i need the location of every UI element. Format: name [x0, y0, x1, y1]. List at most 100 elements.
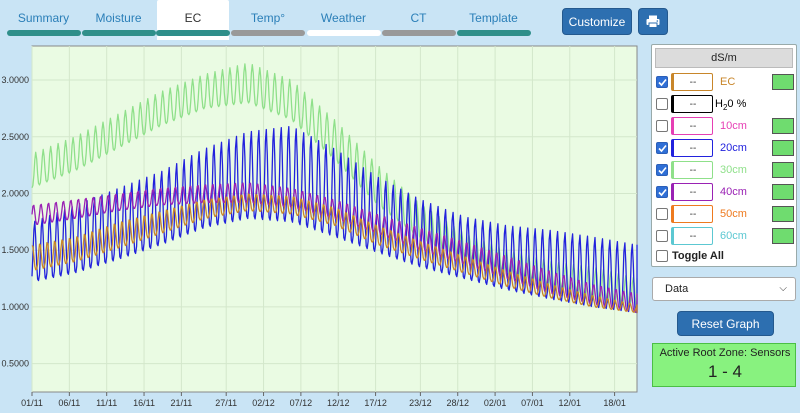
legend-row-40cm: -- 40cm: [652, 181, 798, 203]
tab-label: CT: [410, 11, 427, 25]
x-tick-label: 23/12: [409, 398, 432, 408]
x-tick-label: 17/12: [364, 398, 387, 408]
legend-value-20cm: --: [671, 139, 713, 157]
legend-label-h2o: H20 %: [715, 98, 746, 112]
x-tick-label: 12/12: [327, 398, 350, 408]
h2o-label-rest: 0 %: [727, 98, 747, 110]
x-tick-label: 02/12: [252, 398, 275, 408]
legend-checkbox-10cm[interactable]: [656, 120, 668, 132]
legend-value-h2o: --: [671, 95, 713, 113]
x-tick-label: 18/01: [603, 398, 626, 408]
legend-row-50cm: -- 50cm: [652, 203, 798, 225]
legend-value-30cm: --: [671, 161, 713, 179]
y-tick-label: 3.0000: [1, 75, 29, 85]
toggle-all-label: Toggle All: [672, 250, 724, 262]
sensor-legend-panel: dS/m -- EC -- H20 % -- 10cm -- 20cm -- 30cm -- 40cm…: [651, 44, 797, 267]
y-tick-label: 1.0000: [1, 302, 29, 312]
tab-label: Weather: [320, 11, 367, 25]
legend-color-swatch-40cm[interactable]: [772, 184, 794, 200]
root-zone-value: 1 - 4: [707, 362, 743, 381]
legend-unit-header: dS/m: [655, 48, 793, 68]
ec-chart[interactable]: 0.5000 1.0000 1.5000 2.0000 2.5000 3.0000 01/1…: [0, 40, 645, 413]
legend-label-ec: EC: [720, 76, 736, 88]
x-tick-label: 27/11: [215, 398, 237, 408]
reset-graph-button[interactable]: Reset Graph: [677, 311, 774, 336]
chevron-down-icon: ⌵: [779, 283, 787, 294]
legend-label-20cm: 20cm: [720, 142, 747, 154]
h2o-label-main: H: [715, 98, 723, 110]
legend-value-10cm: --: [671, 117, 713, 135]
legend-color-swatch-30cm[interactable]: [772, 162, 794, 178]
legend-checkbox-50cm[interactable]: [656, 208, 668, 220]
legend-value-60cm: --: [671, 227, 713, 245]
x-tick-label: 12/01: [559, 398, 582, 408]
tab-label: Temp°: [250, 11, 286, 25]
data-select[interactable]: Data ⌵: [652, 277, 796, 301]
y-tick-label: 1.5000: [1, 245, 29, 255]
ec-line-chart[interactable]: 0.5000 1.0000 1.5000 2.0000 2.5000 3.0000 01/1…: [0, 40, 645, 413]
y-tick-label: 2.0000: [1, 188, 29, 198]
tab-indicator-bar: [6, 30, 81, 36]
print-button[interactable]: [638, 8, 668, 35]
tab-label: Summary: [17, 11, 70, 25]
toggle-all-row[interactable]: Toggle All: [652, 247, 798, 265]
legend-checkbox-ec[interactable]: [656, 76, 668, 88]
tab-label: EC: [184, 11, 202, 25]
x-tick-label: 11/11: [96, 398, 117, 408]
legend-value-ec: --: [671, 73, 713, 91]
legend-checkbox-h2o[interactable]: [656, 98, 668, 110]
legend-value-40cm: --: [671, 183, 713, 201]
printer-icon: [646, 15, 660, 28]
x-tick-label: 28/12: [446, 398, 469, 408]
legend-color-swatch-10cm[interactable]: [772, 118, 794, 134]
legend-value-50cm: --: [671, 205, 713, 223]
legend-color-swatch-60cm[interactable]: [772, 228, 794, 244]
legend-label-60cm: 60cm: [720, 230, 747, 242]
tab-indicator-bar: [381, 30, 456, 36]
tab-indicator-bar: [456, 30, 531, 36]
data-select-value: Data: [665, 283, 689, 295]
legend-checkbox-30cm[interactable]: [656, 164, 668, 176]
root-zone-title: Active Root Zone: Sensors: [659, 347, 791, 359]
active-root-zone-panel: Active Root Zone: Sensors 1 - 4: [652, 343, 796, 387]
legend-label-50cm: 50cm: [720, 208, 747, 220]
legend-row-10cm: -- 10cm: [652, 115, 798, 137]
tab-indicator-bar: [156, 30, 230, 36]
customize-button[interactable]: Customize: [562, 8, 632, 35]
tab-indicator-bar: [306, 30, 381, 36]
legend-color-swatch-50cm[interactable]: [772, 206, 794, 222]
legend-checkbox-20cm[interactable]: [656, 142, 668, 154]
checkmark-icon: [657, 144, 667, 152]
y-tick-label: 2.5000: [1, 132, 29, 142]
legend-label-10cm: 10cm: [720, 120, 747, 132]
tab-indicator-bar: [231, 30, 305, 36]
tab-template[interactable]: Template: [456, 0, 531, 40]
legend-row-30cm: -- 30cm: [652, 159, 798, 181]
checkmark-icon: [657, 188, 667, 196]
legend-color-swatch-20cm[interactable]: [772, 140, 794, 156]
legend-color-swatch-ec[interactable]: [772, 74, 794, 90]
tab-ct[interactable]: CT: [381, 0, 456, 40]
tab-label: Moisture: [95, 11, 142, 25]
legend-checkbox-60cm[interactable]: [656, 230, 668, 242]
legend-row-20cm: -- 20cm: [652, 137, 798, 159]
legend-row-h2o: -- H20 %: [652, 93, 798, 115]
x-tick-label: 07/01: [521, 398, 544, 408]
tab-indicator-bar: [81, 30, 156, 36]
y-tick-label: 0.5000: [1, 359, 29, 369]
toggle-all-checkbox[interactable]: [656, 250, 668, 262]
tab-ec[interactable]: EC: [156, 0, 230, 40]
x-tick-label: 06/11: [58, 398, 80, 408]
tab-temp[interactable]: Temp°: [231, 0, 305, 40]
checkmark-icon: [657, 78, 667, 86]
tab-moisture[interactable]: Moisture: [81, 0, 156, 40]
x-tick-label: 01/11: [21, 398, 43, 408]
x-tick-label: 07/12: [290, 398, 313, 408]
checkmark-icon: [657, 166, 667, 174]
series-line-ec: [31, 193, 638, 314]
tab-summary[interactable]: Summary: [6, 0, 81, 40]
tab-weather[interactable]: Weather: [306, 0, 381, 40]
x-tick-label: 21/11: [170, 398, 192, 408]
legend-checkbox-40cm[interactable]: [656, 186, 668, 198]
legend-row-60cm: -- 60cm: [652, 225, 798, 247]
